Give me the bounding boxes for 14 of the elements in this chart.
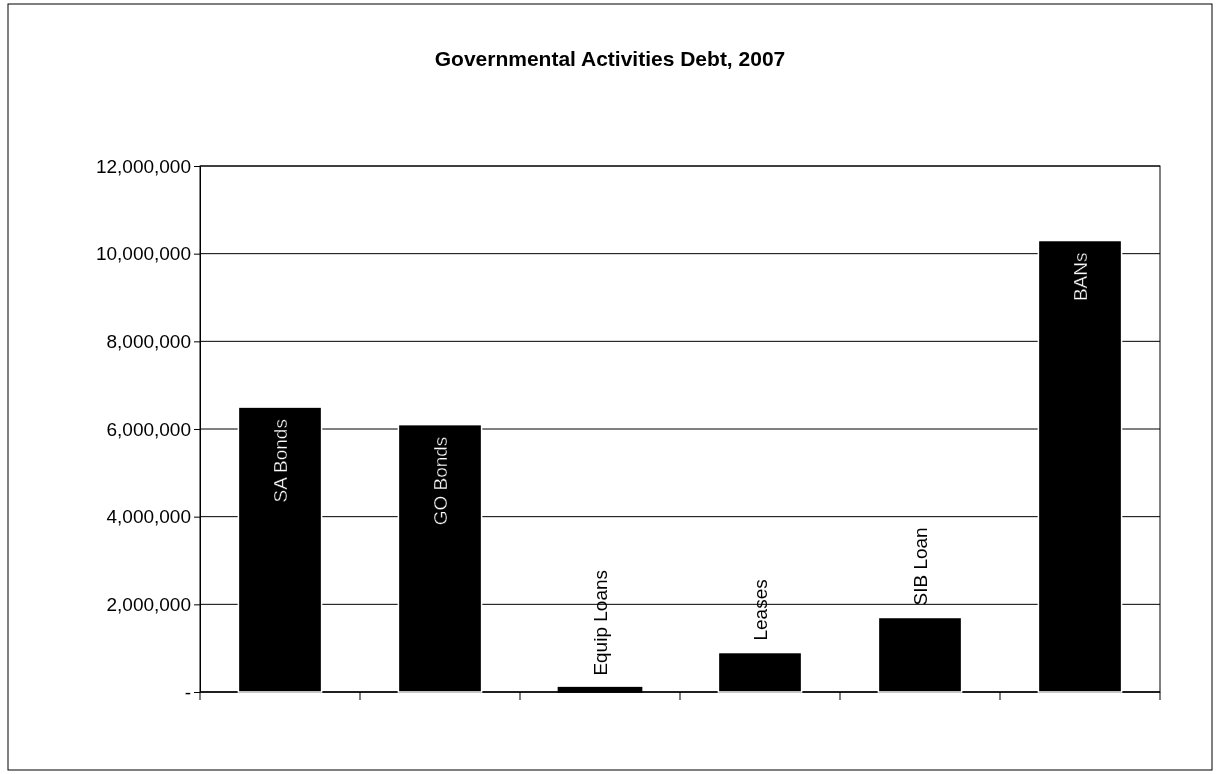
y-tick-label: - xyxy=(184,681,191,703)
y-tick-label: 2,000,000 xyxy=(106,593,191,615)
x-tick-label: Leases xyxy=(749,579,771,641)
x-tick-label: GO Bonds xyxy=(429,436,451,526)
y-tick-label: 12,000,000 xyxy=(95,155,191,177)
x-tick-label: SIB Loan xyxy=(909,527,931,606)
x-tick-label: BANs xyxy=(1069,252,1091,302)
y-tick-label: 6,000,000 xyxy=(106,418,191,440)
y-tick-label: 4,000,000 xyxy=(106,506,191,528)
y-tick-label: 8,000,000 xyxy=(106,330,191,352)
x-tick-label: Equip Loans xyxy=(589,569,611,676)
x-tick-label: SA Bonds xyxy=(269,419,291,503)
chart-title: Governmental Activities Debt, 2007 xyxy=(434,47,786,70)
y-tick-label: 10,000,000 xyxy=(95,243,191,265)
